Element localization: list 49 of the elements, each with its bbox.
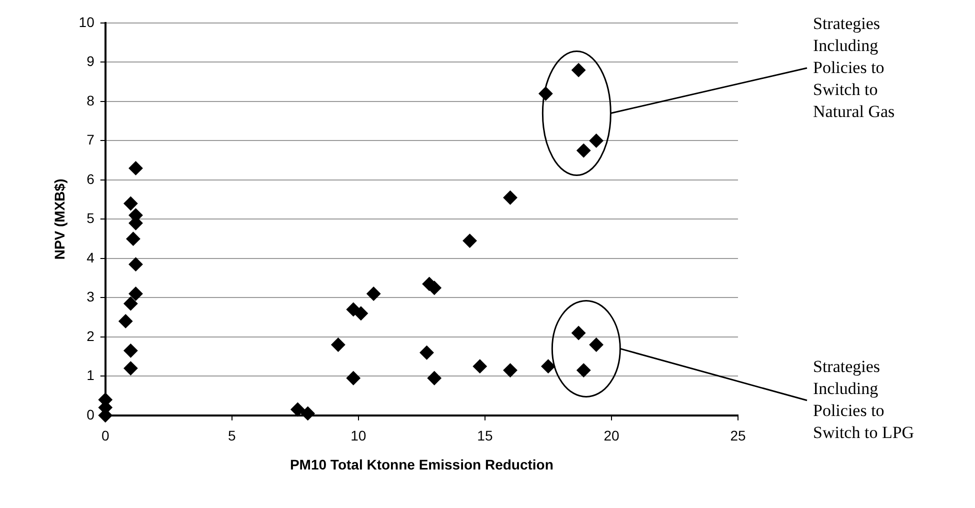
point (589, 134, 604, 148)
y-tick-label: 5 (86, 210, 95, 226)
point (290, 402, 305, 417)
point (572, 63, 586, 78)
point (420, 346, 434, 360)
point (300, 406, 315, 420)
point (354, 306, 368, 320)
x-tick-label: 20 (604, 428, 620, 444)
y-tick-label: 1 (86, 367, 95, 384)
x-tick-label: 15 (477, 428, 493, 444)
point (576, 363, 591, 378)
point (331, 338, 346, 352)
point (128, 161, 143, 176)
point (503, 190, 518, 205)
x-tick-label: 10 (350, 428, 366, 444)
point (118, 314, 133, 328)
text: Strategies Including Policies to Switch to LPG (813, 356, 916, 444)
text: Strategies Including Policies to Switch to Natural Gas (813, 13, 896, 123)
x-tick-label: 25 (730, 428, 746, 444)
y-tick-label: 6 (86, 170, 95, 187)
point (128, 286, 143, 301)
point (589, 338, 604, 352)
point (124, 344, 138, 358)
y-tick-label: 3 (86, 288, 95, 305)
point (503, 363, 518, 378)
y-tick-label: 4 (86, 249, 95, 266)
x-tick-label: 0 (101, 428, 110, 444)
point (472, 359, 487, 374)
point (427, 371, 442, 386)
point (126, 232, 140, 246)
point (541, 359, 556, 374)
point (128, 257, 143, 272)
point (124, 196, 138, 211)
y-tick-label: 0 (86, 406, 95, 422)
y-tick-label: 7 (86, 132, 95, 148)
point (124, 296, 138, 311)
y-tick-label: 2 (86, 328, 95, 344)
x-tick-label: 5 (228, 428, 236, 444)
y-tick-label: 8 (86, 92, 95, 108)
point (576, 144, 591, 158)
point (572, 326, 586, 340)
y-axis-title: NPV (MXB$) (51, 178, 68, 260)
y-tick-label: 10 (78, 14, 95, 30)
x-axis-title: PM10 Total Ktonne Emission Reduction (290, 456, 554, 472)
y-tick-label: 9 (86, 53, 95, 70)
point (366, 286, 381, 301)
point (124, 361, 138, 376)
point (346, 371, 360, 386)
point (462, 234, 477, 248)
